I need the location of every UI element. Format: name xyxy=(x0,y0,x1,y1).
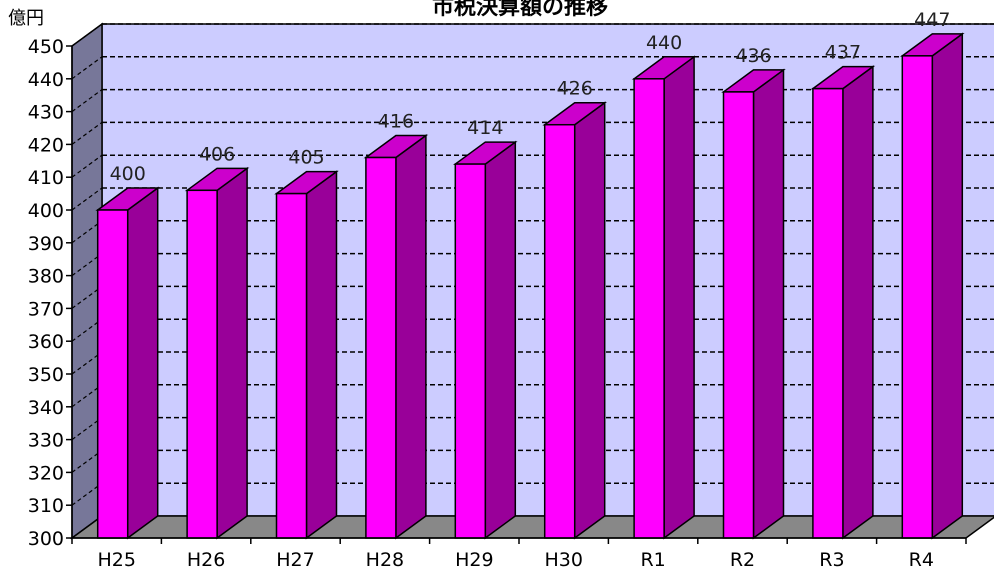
grid-line-depth xyxy=(71,187,103,211)
bar-front xyxy=(365,156,397,539)
bar-front xyxy=(454,163,487,539)
bar-H30 xyxy=(542,101,607,540)
y-tick-label: 370 xyxy=(28,298,64,320)
bar-H29 xyxy=(453,140,518,540)
bar-side xyxy=(931,32,964,540)
grid-line-depth xyxy=(71,154,103,178)
y-tick-label: 420 xyxy=(28,134,64,156)
data-label: 447 xyxy=(914,9,950,31)
y-tick-label: 310 xyxy=(28,495,64,517)
data-label: 416 xyxy=(378,111,414,133)
bars: 400 406 405 416 414 426 440 436 437 447 xyxy=(95,9,965,540)
data-label: 400 xyxy=(110,163,146,185)
bar-side xyxy=(573,101,606,540)
x-tick-label: R4 xyxy=(909,549,934,571)
bar-side xyxy=(484,140,517,540)
bar-front xyxy=(722,91,755,539)
bar-front xyxy=(186,189,218,539)
y-axis: 300 310 320 330 340 350 360 370 380 390 400 410 420 4… xyxy=(28,36,73,550)
bar-side xyxy=(752,68,785,540)
x-tick-label: H28 xyxy=(366,549,404,571)
bar-R2 xyxy=(721,68,786,540)
y-unit-label: 億円 xyxy=(8,8,44,29)
x-tick-label: H27 xyxy=(276,549,314,571)
bar-H25 xyxy=(95,186,160,540)
bar-H26 xyxy=(184,166,250,540)
bar-R4 xyxy=(900,32,965,540)
y-tick-label: 330 xyxy=(28,430,64,452)
data-label: 405 xyxy=(288,147,324,169)
grid-line-depth xyxy=(71,121,103,145)
data-label: 414 xyxy=(467,117,503,139)
x-axis: H25 H26 H27 H28 H29 H30 R1 R2 R3 R4 xyxy=(71,537,967,571)
y-tick-label: 380 xyxy=(28,266,64,288)
y-tick-label: 440 xyxy=(28,69,64,91)
data-label: 436 xyxy=(735,45,771,67)
bar-front xyxy=(901,55,934,539)
data-label: 440 xyxy=(646,32,682,54)
bar-front xyxy=(96,209,129,539)
bar-side xyxy=(216,166,248,540)
bar-R3 xyxy=(810,65,876,540)
x-tick-label: R3 xyxy=(819,549,844,571)
x-tick-label: H30 xyxy=(544,549,582,571)
x-tick-label: H26 xyxy=(187,549,225,571)
y-tick-label: 400 xyxy=(28,200,64,222)
bar-H28 xyxy=(363,134,429,540)
x-tick-label: R2 xyxy=(730,549,755,571)
x-tick-label: H29 xyxy=(455,549,493,571)
x-tick-label: R1 xyxy=(640,549,665,571)
y-tick-label: 410 xyxy=(28,167,64,189)
bar-front xyxy=(812,87,844,539)
bar-side xyxy=(305,170,338,540)
y-tick-label: 390 xyxy=(28,233,64,255)
x-tick-label: H25 xyxy=(97,549,135,571)
y-tick-label: 300 xyxy=(28,528,64,550)
y-tick-label: 320 xyxy=(28,462,64,484)
y-tick-label: 340 xyxy=(28,397,64,419)
bar-front xyxy=(275,192,308,539)
y-tick-label: 450 xyxy=(28,36,64,58)
y-tick-label: 430 xyxy=(28,102,64,124)
bar-side xyxy=(663,55,695,540)
y-tick-label: 350 xyxy=(28,364,64,386)
bar-front xyxy=(543,123,576,539)
bar-side xyxy=(842,65,874,540)
bar-R1 xyxy=(631,55,697,540)
bar-front xyxy=(633,78,665,539)
y-tick-label: 360 xyxy=(28,331,64,353)
data-label: 426 xyxy=(557,78,593,100)
data-label: 437 xyxy=(825,42,861,64)
grid-line-depth xyxy=(71,89,103,113)
bar-side xyxy=(126,186,159,540)
bar-side xyxy=(395,134,427,540)
bar-H27 xyxy=(274,170,339,540)
grid-line-depth xyxy=(71,23,103,47)
chart-title: 市税決算額の推移 xyxy=(432,0,608,20)
data-label: 406 xyxy=(199,143,235,165)
grid-line-depth xyxy=(71,56,103,80)
